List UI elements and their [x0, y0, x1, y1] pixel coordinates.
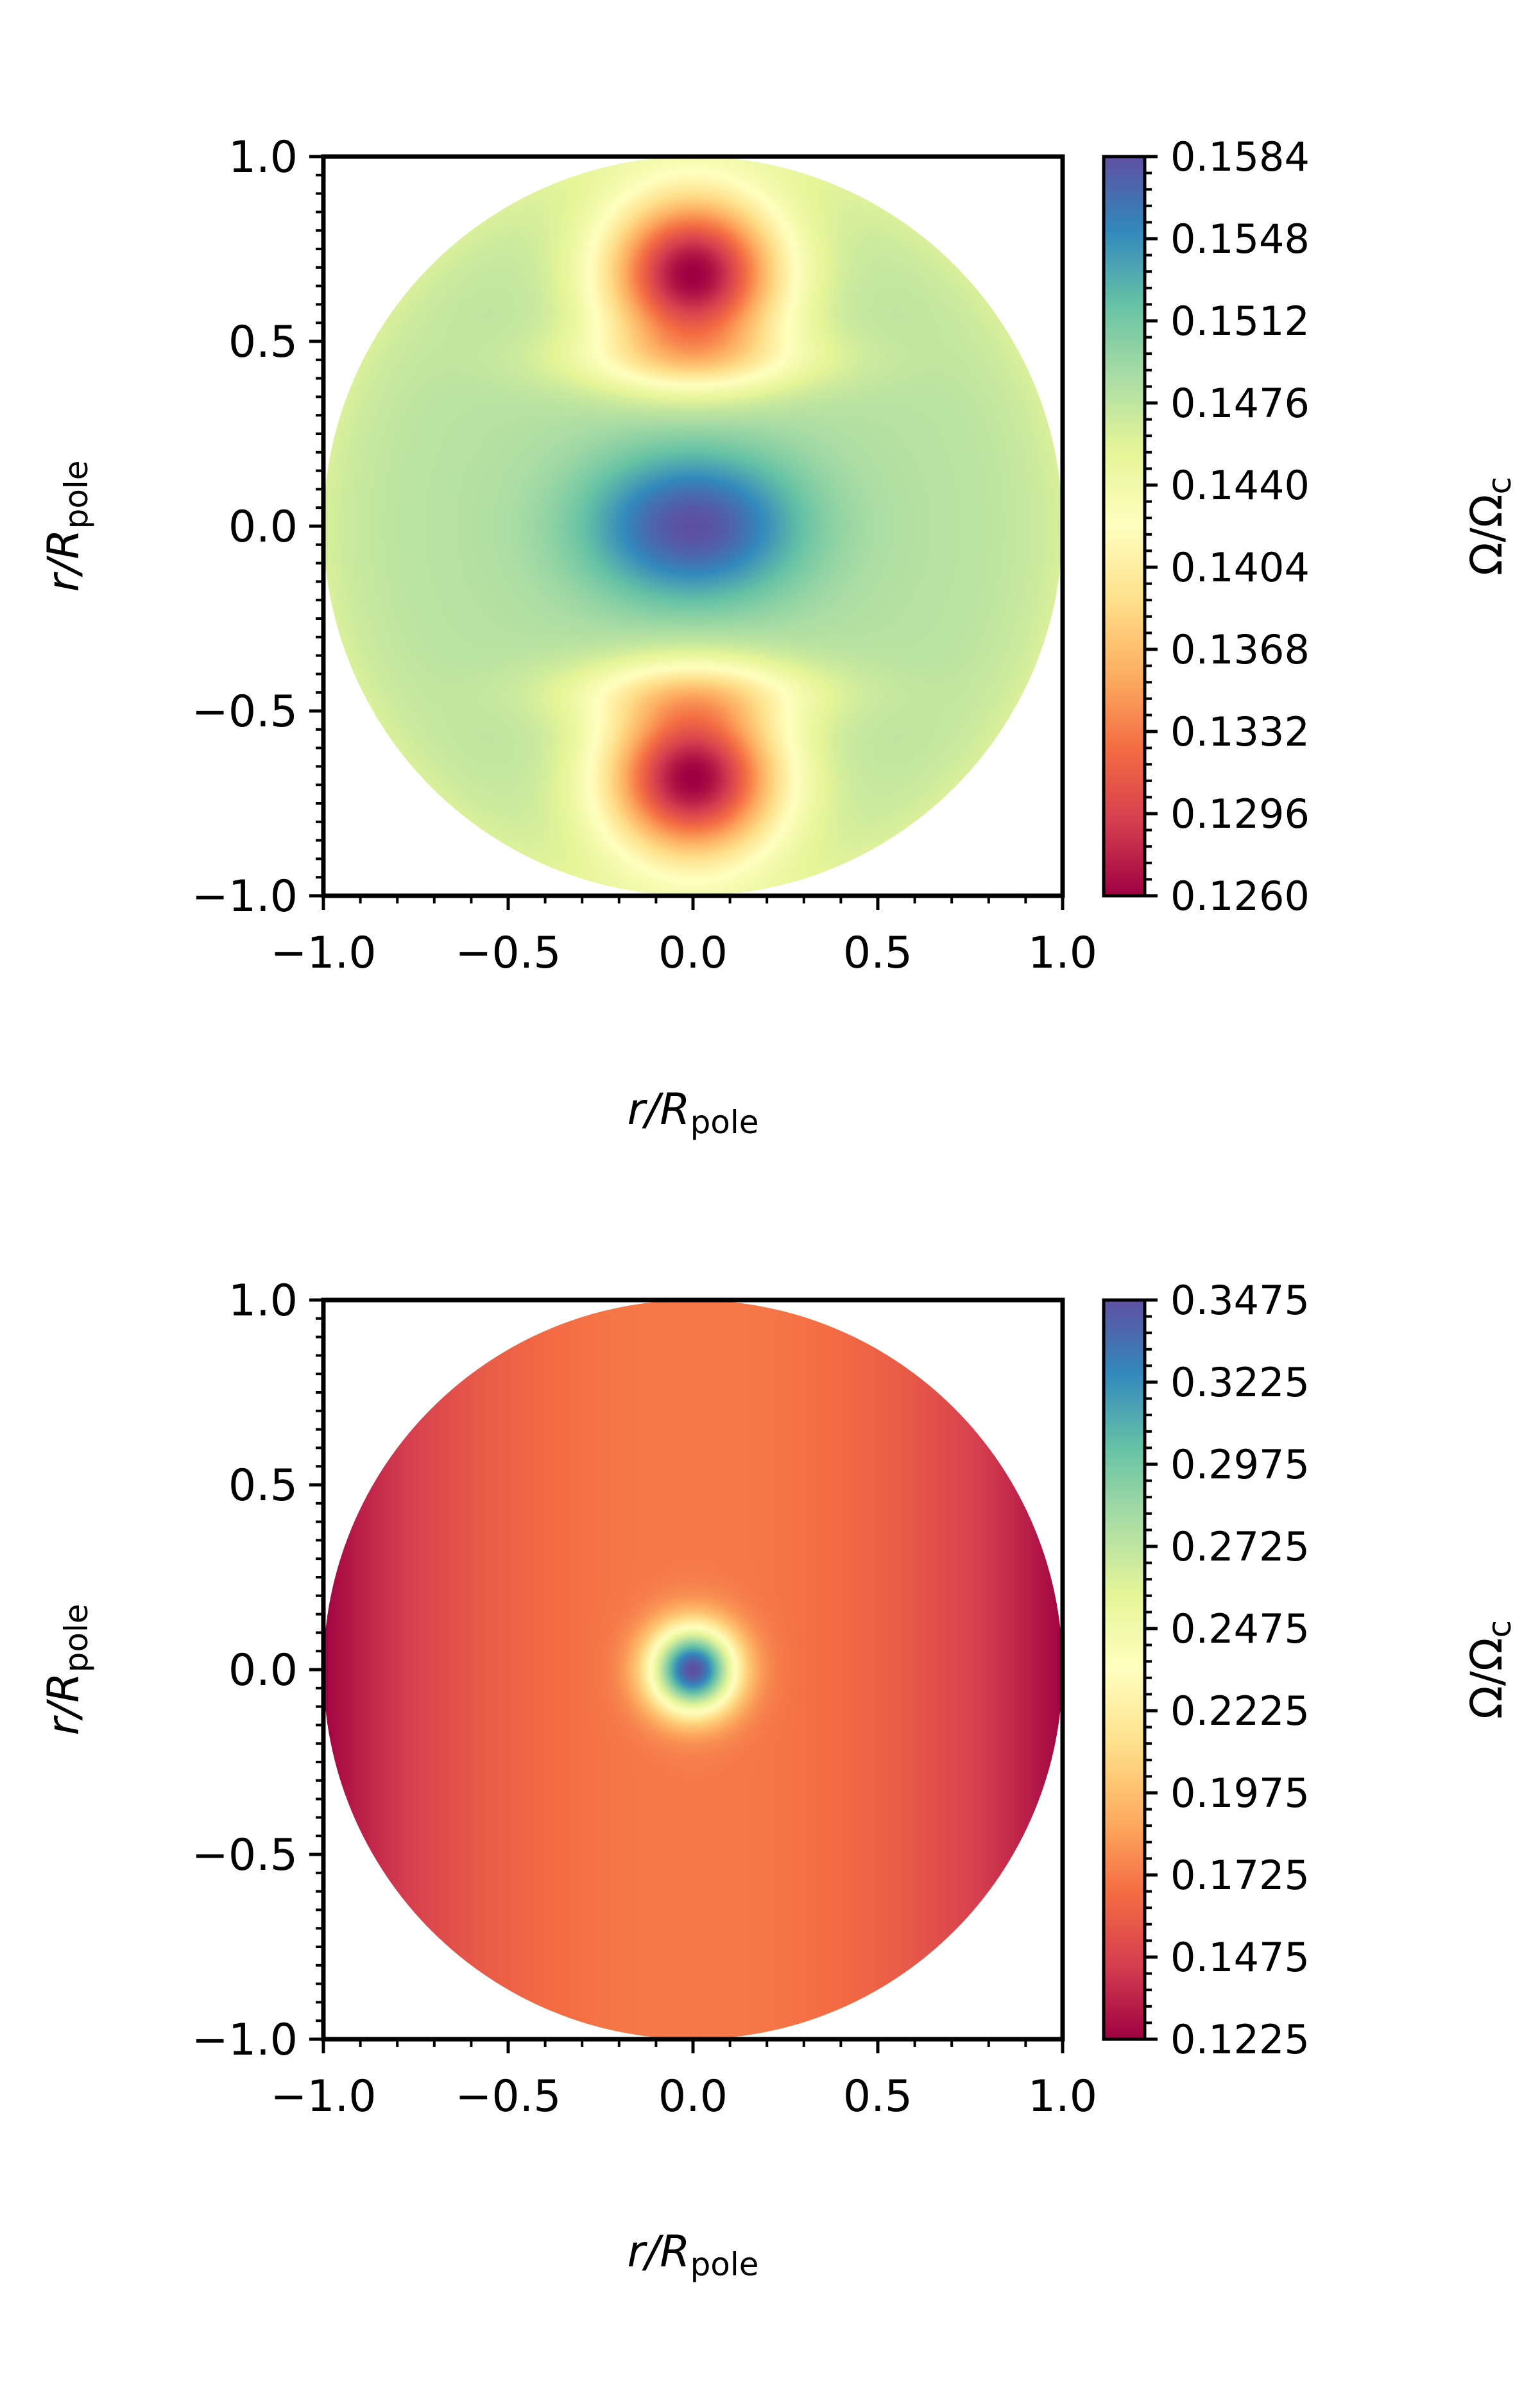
- colorbar-tick-label-bottom: 0.2475: [1170, 1605, 1310, 1652]
- colorbar-tick-label-bottom: 0.1475: [1170, 1934, 1310, 1981]
- chart-panel-top: −1.0−0.50.00.51.0 −1.0 −0.5 0.0 0.5 1.0 r/Rp…: [38, 132, 1518, 1141]
- y-tick-label-top: 0.5: [228, 317, 298, 368]
- colorbar-label-bottom: Ω/Ωc: [1462, 1620, 1518, 1719]
- colorbar-tick-label-bottom: 0.1725: [1170, 1852, 1310, 1899]
- chart-panel-bottom: −1.0−0.50.00.51.0 −1.0 −0.5 0.0 0.5 1.0 r/Rp…: [38, 1276, 1518, 2283]
- x-tick-label-top: −0.5: [455, 928, 561, 979]
- colorbar-tick-label-top: 0.1548: [1170, 216, 1310, 262]
- disk-heatmap-image-bottom: [323, 1300, 1063, 2039]
- y-tick-label-top: 1.0: [228, 132, 298, 183]
- colorbar-tick-label-top: 0.1332: [1170, 708, 1310, 755]
- colorbar-tick-label-top: 0.1440: [1170, 462, 1310, 509]
- colorbar-tick-label-top: 0.1260: [1170, 873, 1310, 920]
- y-tick-label-bottom: 0.5: [228, 1460, 298, 1511]
- y-tick-label-bottom: 1.0: [228, 1276, 298, 1326]
- colorbar-tick-label-bottom: 0.1225: [1170, 2016, 1310, 2063]
- y-tick-label-top: −0.5: [192, 687, 298, 737]
- disk-heatmap-image-top: [323, 157, 1063, 896]
- x-axis-label-main-bottom: r/R: [627, 2227, 690, 2277]
- y-tick-label-top: −1.0: [192, 871, 298, 922]
- x-tick-label-top: 0.0: [658, 928, 728, 979]
- y-tick-label-bottom: 0.0: [228, 1645, 298, 1696]
- colorbar-gradient-bottom: [1104, 1300, 1145, 2039]
- y-axis-label-sub-top: pole: [58, 460, 95, 529]
- colorbar-label-main-bottom: Ω/Ω: [1462, 1638, 1512, 1719]
- x-tick-label-bottom: −1.0: [270, 2071, 376, 2122]
- x-tick-label-top: 0.5: [843, 928, 912, 979]
- colorbar-tick-label-bottom: 0.3475: [1170, 1277, 1310, 1324]
- x-axis-ticks-bottom: −1.0 −0.5 0.0 0.5 1.0: [270, 2039, 1097, 2122]
- y-axis-label-top: r/Rpole: [38, 460, 95, 592]
- y-axis-label-main-bottom: r/R: [38, 1672, 89, 1735]
- x-axis-ticks-top: −1.0 −0.5 0.0 0.5 1.0: [270, 896, 1097, 979]
- x-axis-label-main-top: r/R: [627, 1084, 690, 1135]
- colorbar-label-main-top: Ω/Ω: [1462, 494, 1512, 576]
- y-axis-label-bottom: r/Rpole: [38, 1604, 95, 1735]
- y-axis-ticks-top: −1.0 −0.5 0.0 0.5 1.0: [192, 132, 323, 922]
- colorbar-tick-label-top: 0.1476: [1170, 380, 1310, 427]
- x-axis-label-sub-bottom: pole: [690, 2246, 759, 2283]
- colorbar-gradient-top: [1104, 157, 1145, 896]
- x-tick-label-bottom: 0.0: [658, 2071, 728, 2122]
- disk-heatmap-top: [323, 157, 1063, 896]
- colorbar-tick-label-bottom: 0.2225: [1170, 1688, 1310, 1734]
- colorbar-tick-label-top: 0.1584: [1170, 133, 1310, 180]
- colorbar-label-top: Ω/Ωc: [1462, 477, 1518, 576]
- x-tick-label-bottom: −0.5: [455, 2071, 561, 2122]
- x-tick-label-top: 1.0: [1028, 928, 1097, 979]
- colorbar-top: 0.1260 0.1296 0.1332 0.1368 0.1404 0.1440 0.14…: [1102, 133, 1518, 920]
- x-tick-label-top: −1.0: [270, 928, 376, 979]
- x-axis-label-top: r/Rpole: [627, 1084, 758, 1141]
- colorbar-tick-label-top: 0.1368: [1170, 626, 1310, 673]
- y-tick-label-bottom: −0.5: [192, 1830, 298, 1881]
- y-tick-label-bottom: −1.0: [192, 2015, 298, 2066]
- y-tick-label-top: 0.0: [228, 502, 298, 552]
- y-axis-label-main-top: r/R: [38, 529, 89, 592]
- colorbar-tick-label-top: 0.1404: [1170, 544, 1310, 591]
- y-axis-label-sub-bottom: pole: [58, 1604, 95, 1672]
- colorbar-tick-label-bottom: 0.1975: [1170, 1770, 1310, 1817]
- colorbar-tick-label-bottom: 0.2725: [1170, 1523, 1310, 1570]
- x-tick-label-bottom: 0.5: [843, 2071, 912, 2122]
- x-axis-label-sub-top: pole: [690, 1104, 759, 1141]
- x-axis-label-bottom: r/Rpole: [627, 2227, 758, 2283]
- colorbar-tick-label-bottom: 0.2975: [1170, 1441, 1310, 1488]
- colorbar-label-sub-top: c: [1481, 477, 1518, 495]
- colorbar-label-sub-bottom: c: [1481, 1620, 1518, 1638]
- disk-heatmap-bottom: [323, 1300, 1063, 2039]
- x-tick-label-bottom: 1.0: [1028, 2071, 1097, 2122]
- colorbar-frame-top: [1102, 155, 1147, 898]
- colorbar-tick-label-bottom: 0.3225: [1170, 1359, 1310, 1406]
- colorbar-tick-label-top: 0.1512: [1170, 298, 1310, 345]
- colorbar-ticks-top: 0.1260 0.1296 0.1332 0.1368 0.1404 0.1440 0.14…: [1145, 133, 1310, 920]
- y-axis-ticks-bottom: −1.0 −0.5 0.0 0.5 1.0: [192, 1276, 323, 2066]
- colorbar-frame-bottom: [1102, 1298, 1147, 2041]
- colorbar-ticks-bottom: 0.1225 0.1475 0.1725 0.1975 0.2225 0.2475 0.27…: [1145, 1277, 1310, 2063]
- colorbar-tick-label-top: 0.1296: [1170, 791, 1310, 837]
- colorbar-bottom: 0.1225 0.1475 0.1725 0.1975 0.2225 0.2475 0.27…: [1102, 1277, 1518, 2063]
